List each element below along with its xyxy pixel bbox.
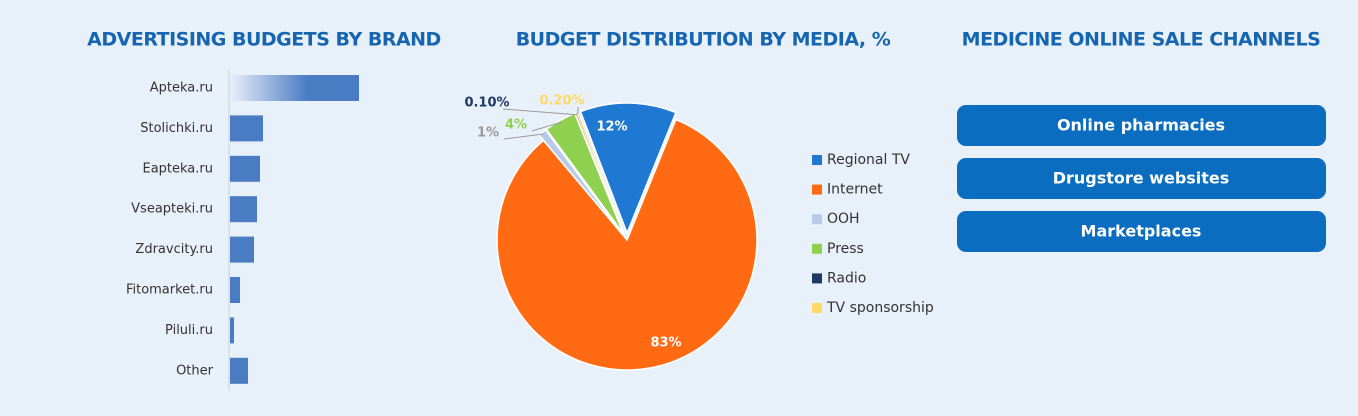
bar: [230, 155, 260, 182]
data-label: 0.20%: [539, 94, 584, 109]
channel-label[interactable]: Online pharmacies: [1057, 116, 1225, 135]
channel-label[interactable]: Marketplaces: [1081, 222, 1202, 241]
legend-label: TV sponsorship: [826, 300, 934, 316]
leader-line: [531, 121, 562, 132]
leader-line: [503, 133, 544, 140]
channel-label[interactable]: Drugstore websites: [1053, 169, 1230, 188]
legend-swatch: [812, 184, 822, 195]
legend-swatch: [812, 214, 822, 225]
y-tick-label: Apteka.ru: [150, 81, 213, 96]
bar: [230, 75, 359, 101]
channel-button[interactable]: [957, 211, 1326, 252]
chart-title: ADVERTISING BUDGETS BY BRAND: [87, 29, 441, 51]
y-tick-label: Eapteka.ru: [142, 161, 213, 176]
data-label: 0.10%: [464, 96, 509, 111]
data-label: 1%: [477, 126, 499, 141]
bar: [230, 236, 254, 263]
pie-slice: [545, 112, 625, 235]
legend-swatch: [812, 273, 822, 284]
pie-slice: [579, 102, 677, 236]
bar: [230, 196, 257, 223]
leader-line: [502, 108, 577, 116]
legend-swatch: [812, 155, 822, 165]
legend-label: OOH: [827, 211, 860, 227]
bar: [230, 115, 263, 142]
data-label: 4%: [505, 118, 527, 133]
data-label: 12%: [596, 120, 627, 135]
legend-label: Regional TV: [827, 152, 910, 168]
legend-swatch: [812, 303, 822, 313]
y-tick-label: Piluli.ru: [165, 323, 213, 338]
legend-swatch: [812, 243, 822, 254]
y-tick-label: Other: [176, 363, 214, 378]
chart-title: BUDGET DISTRIBUTION BY MEDIA, %: [516, 29, 891, 51]
panel-title: MEDICINE ONLINE SALE CHANNELS: [962, 29, 1321, 51]
y-tick-label: Vseapteki.ru: [131, 202, 213, 217]
y-tick-label: Zdravcity.ru: [135, 242, 213, 257]
bar: [230, 357, 248, 384]
pie-slice: [496, 118, 758, 371]
y-tick-label: Fitomarket.ru: [126, 283, 213, 298]
channel-button[interactable]: [957, 105, 1326, 146]
channel-button[interactable]: [957, 158, 1326, 199]
legend-label: Internet: [827, 182, 883, 198]
y-tick-label: Stolichki.ru: [140, 121, 213, 136]
legend-label: Radio: [827, 270, 866, 286]
legend-label: Press: [827, 241, 864, 257]
data-label: 83%: [650, 336, 681, 351]
bar: [230, 277, 240, 303]
bar: [230, 317, 234, 344]
